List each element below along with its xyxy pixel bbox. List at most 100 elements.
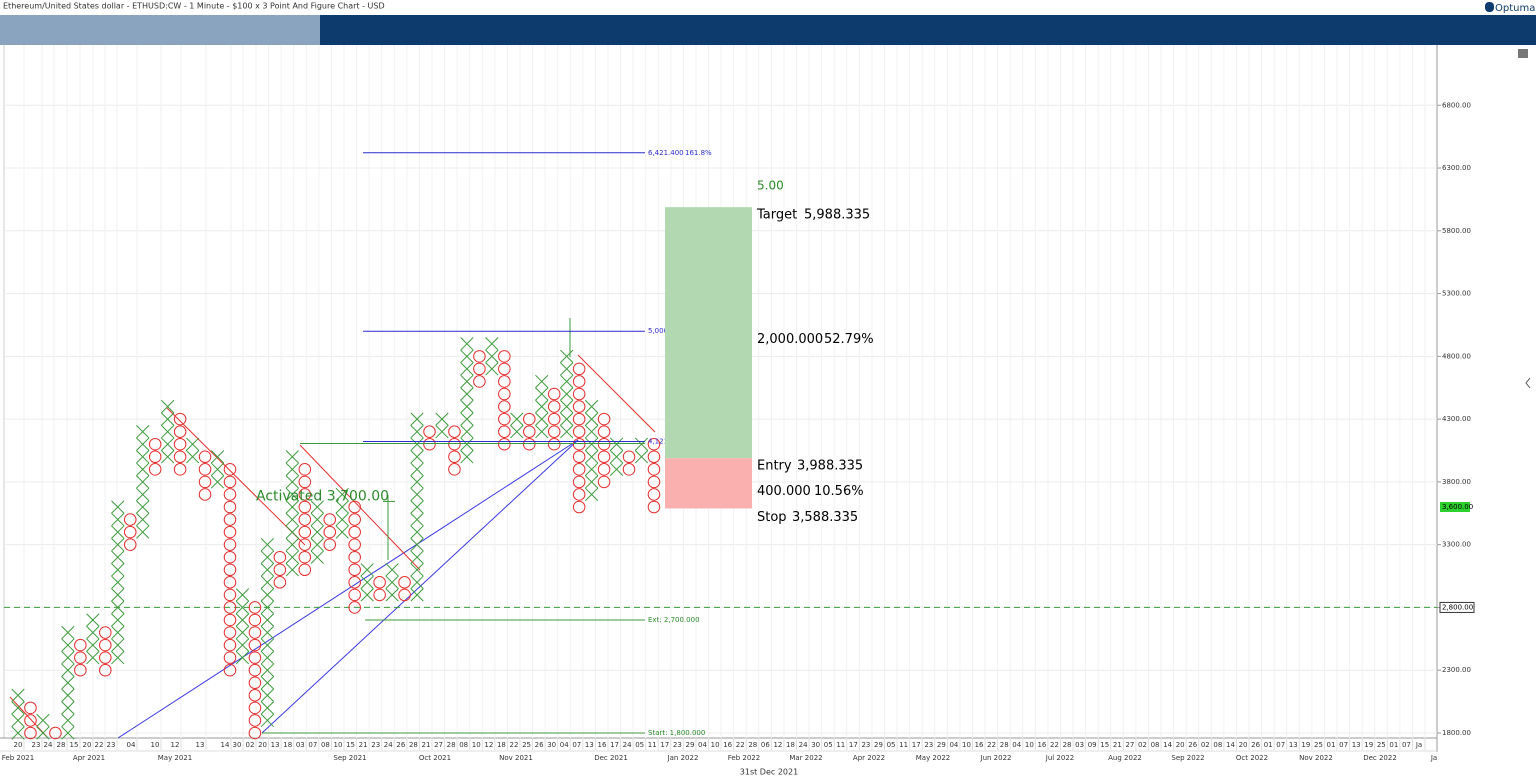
o-box: [248, 613, 262, 627]
target-label: Target: [756, 208, 797, 223]
x-column: [460, 337, 474, 464]
x-tick-label: 28: [447, 741, 456, 749]
y-tick-label: 5800.00: [1442, 227, 1471, 235]
o-box: [223, 601, 237, 614]
x-box: [410, 475, 424, 489]
o-column: [173, 412, 187, 476]
x-column: [136, 425, 150, 539]
x-box: [609, 450, 624, 464]
o-box: [223, 638, 237, 652]
x-month-label: Oct 2021: [419, 754, 451, 762]
x-box: [210, 450, 225, 464]
o-box: [572, 412, 586, 426]
x-column: [410, 412, 424, 602]
o-box: [647, 475, 661, 489]
x-box: [111, 538, 125, 552]
o-column: [24, 701, 37, 740]
o-box: [198, 488, 212, 501]
x-box: [584, 437, 599, 451]
o-box: [323, 538, 337, 551]
o-box: [498, 425, 511, 438]
side-panel-toggle[interactable]: [1525, 377, 1531, 389]
trend-line: [261, 439, 579, 734]
o-column: [298, 463, 312, 577]
x-box: [136, 500, 150, 514]
x-box: [235, 638, 250, 652]
x-box: [460, 437, 474, 451]
x-box: [61, 651, 75, 665]
o-box: [298, 525, 312, 539]
x-box: [560, 374, 574, 389]
x-tick-label: 09: [1088, 741, 1097, 749]
x-box: [335, 500, 349, 514]
stop-label-value: 3,588.335: [792, 510, 858, 525]
o-box: [223, 500, 237, 514]
o-box: [223, 463, 237, 476]
x-tick-label: 28: [409, 741, 418, 749]
x-box: [136, 437, 150, 451]
o-box: [522, 412, 536, 426]
o-box: [223, 663, 237, 677]
ratio-label: 5.00: [757, 179, 784, 193]
x-month-label: Sep 2021: [333, 754, 366, 762]
x-month-label: Feb 2022: [728, 754, 760, 762]
x-tick-label: 19: [1301, 741, 1310, 749]
entry-label-value: 3,988.335: [797, 459, 863, 474]
x-tick-label: 06: [761, 741, 770, 749]
x-tick-label: 30: [547, 741, 556, 749]
x-tick-label: 12: [171, 741, 180, 749]
x-tick-label: 13: [1289, 741, 1298, 749]
x-box: [11, 688, 25, 702]
trend-line: [577, 354, 656, 433]
risk-label-value: 10.56%: [814, 484, 864, 499]
o-box: [348, 576, 361, 589]
lock-icon[interactable]: [1518, 49, 1528, 58]
x-box: [136, 462, 150, 476]
x-column: [111, 500, 125, 665]
x-box: [11, 713, 25, 728]
o-column: [148, 437, 162, 476]
x-box: [61, 638, 75, 652]
o-box: [223, 563, 237, 577]
o-box: [99, 626, 112, 639]
x-box: [410, 450, 424, 464]
o-box: [448, 450, 461, 464]
x-tick-label: 24: [384, 741, 393, 749]
x-box: [535, 387, 549, 401]
price-label-bg: [1439, 601, 1475, 613]
x-month-label: May 2022: [916, 754, 951, 762]
entry-label: Entry: [757, 459, 792, 474]
o-box: [298, 563, 312, 577]
o-box: [647, 463, 661, 476]
price-label-bg: [1440, 502, 1470, 512]
x-tick-label: 26: [535, 741, 544, 749]
o-column: [323, 513, 337, 551]
overview-window[interactable]: [0, 15, 320, 45]
x-tick-label: 07: [1276, 741, 1285, 749]
o-column: [123, 513, 137, 551]
x-tick-label: 07: [1339, 741, 1348, 749]
o-box: [572, 400, 586, 413]
o-box: [348, 588, 361, 602]
x-tick-label: 28: [748, 741, 757, 749]
x-tick-label: 22: [1050, 741, 1059, 749]
o-box: [248, 663, 262, 677]
o-box: [223, 550, 237, 564]
x-tick-label: 24: [623, 741, 632, 749]
y-tick-label: 4300.00: [1442, 415, 1471, 423]
x-month-label: Apr 2022: [853, 754, 885, 762]
x-tick-label: 13: [196, 741, 205, 749]
o-box: [248, 701, 262, 715]
x-tick-label: 13: [271, 741, 280, 749]
x-tick-label: 13: [1352, 741, 1361, 749]
o-box: [647, 450, 661, 464]
x-tick-label: 18: [497, 741, 506, 749]
x-tick-label: 29: [937, 741, 946, 749]
x-column: [535, 374, 549, 439]
o-box: [223, 613, 237, 627]
x-box: [634, 437, 649, 451]
window-title: Ethereum/United States dollar - ETHUSD:C…: [3, 2, 385, 11]
x-tick-label: 10: [151, 741, 160, 749]
x-tick-label: 22: [95, 741, 104, 749]
o-box: [522, 425, 536, 438]
